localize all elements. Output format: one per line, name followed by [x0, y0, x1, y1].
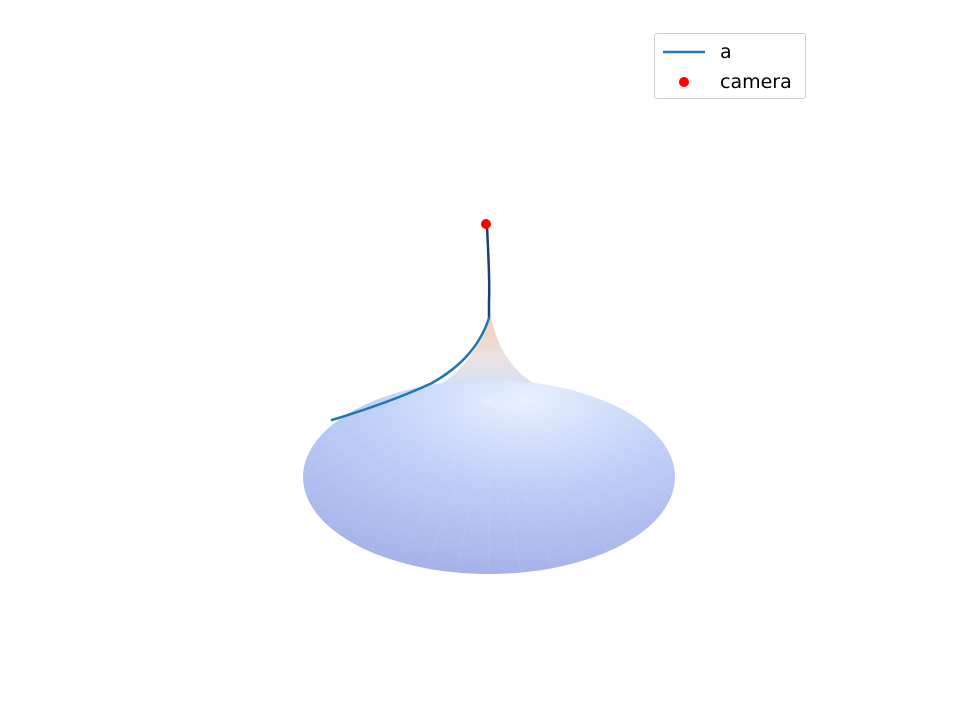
funnel-surface: [302, 318, 676, 574]
surface-mesh-line: [488, 399, 609, 552]
camera-point: [481, 219, 491, 229]
surface-mesh-line: [488, 399, 651, 429]
legend-entry-camera: camera: [655, 67, 805, 97]
legend: a camera: [654, 33, 806, 99]
surface-mesh-line: [425, 385, 490, 401]
surface-mesh-line: [488, 381, 522, 401]
series-layer: [330, 219, 491, 422]
surface-mesh-line: [456, 381, 490, 401]
surface-mesh-line: [488, 399, 553, 569]
surface-mesh-line: [302, 399, 490, 478]
surface-neck: [440, 318, 535, 384]
surface-mesh-line: [395, 399, 490, 562]
surface-mesh-line: [488, 399, 664, 511]
legend-marker-swatch: [679, 77, 689, 87]
surface-mesh-line: [314, 399, 490, 445]
legend-label-camera: camera: [720, 71, 792, 93]
surface-mesh-line: [488, 399, 673, 495]
surface-mesh-line: [488, 392, 583, 401]
surface-mesh-line: [314, 399, 490, 511]
surface-mesh: [302, 380, 676, 574]
surface-mesh-line: [488, 399, 676, 478]
surface-mesh-line: [305, 399, 490, 495]
surface-disc: [303, 380, 675, 574]
surface-mesh-line: [369, 399, 490, 404]
surface-mesh-line: [488, 399, 651, 526]
legend-line-swatch: [663, 50, 705, 54]
surface-mesh-line: [395, 392, 490, 401]
surface-mesh-line: [488, 399, 583, 562]
surface-mesh-line: [488, 399, 673, 461]
surface-mesh-line: [425, 399, 490, 569]
surface-mesh-line: [305, 399, 490, 461]
surface-mesh-line: [346, 399, 490, 540]
series-a-stem: [485, 224, 491, 320]
surface-mesh-line: [488, 399, 632, 415]
surface-mesh-line: [327, 399, 490, 429]
surface-mesh-line: [346, 399, 490, 415]
surface-mesh-line: [369, 399, 490, 552]
surface-mesh-line: [488, 399, 664, 445]
surface-mesh-line: [488, 399, 609, 404]
legend-entry-a: a: [655, 37, 805, 67]
surface-mesh-line: [488, 399, 632, 540]
surface-mesh-line: [327, 399, 490, 526]
surface-mesh-line: [488, 399, 522, 573]
surface-mesh-line: [456, 399, 490, 573]
surface-mesh-line: [488, 385, 553, 401]
series-a-line: [330, 316, 491, 422]
legend-label-a: a: [720, 41, 732, 63]
